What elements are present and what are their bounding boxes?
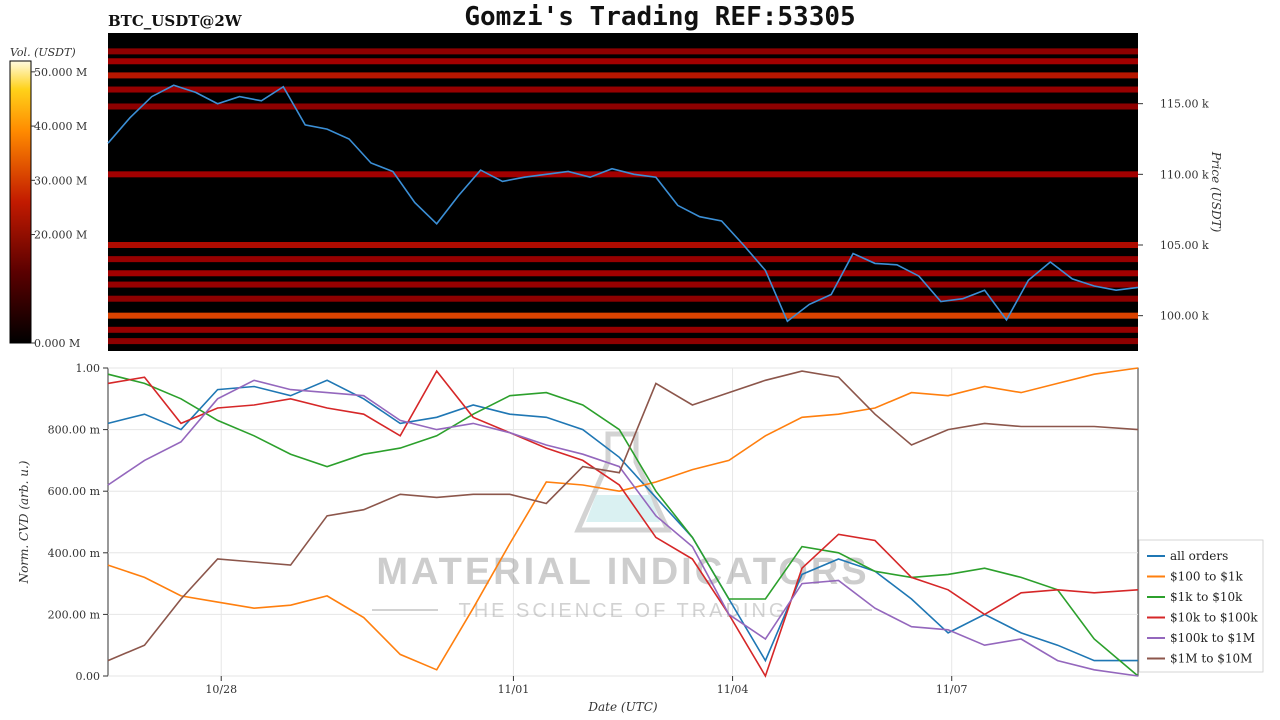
chart-title: Gomzi's Trading REF:53305 (464, 2, 855, 32)
colorbar-tick-label: 20.000 M (34, 229, 87, 242)
cvd-plot-area (107, 367, 1139, 677)
symbol-label: BTC_USDT@2W (108, 12, 243, 30)
price-tick-label: 110.00 k (1160, 168, 1209, 181)
cvd-y-axis-label: Norm. CVD (arb. u.) (17, 460, 31, 584)
cvd-y-tick-label: 400.00 m (48, 547, 101, 560)
cvd-x-tick-label: 11/01 (498, 683, 530, 696)
heatmap-panel: 100.00 k 105.00 k 110.00 k 115.00 k Price (… (107, 33, 1223, 351)
heat-band (108, 48, 1138, 55)
cvd-y-tick-label: 1.00 (76, 362, 101, 375)
heat-band (108, 171, 1138, 178)
colorbar-tick-label: 0.000 M (34, 337, 80, 350)
cvd-x-tick-label: 11/04 (717, 683, 749, 696)
cvd-y-tick-label: 800.00 m (48, 424, 101, 437)
legend-box (1138, 539, 1264, 673)
heat-band (108, 326, 1138, 333)
colorbar-tick-label: 40.000 M (34, 120, 87, 133)
cvd-y-tick-label: 200.00 m (48, 608, 101, 621)
cvd-series-line (107, 369, 1139, 678)
legend-label: $100k to $1M (1170, 631, 1255, 645)
price-tick-label: 115.00 k (1160, 98, 1209, 111)
cvd-series-line (107, 370, 1139, 662)
legend-label: $10k to $100k (1170, 611, 1258, 625)
price-tick-label: 105.00 k (1160, 239, 1209, 252)
cvd-x-tick-label: 10/28 (205, 683, 237, 696)
heat-band (108, 72, 1138, 79)
cvd-panel: MATERIAL INDICATORS THE SCIENCE OF TRADI… (17, 362, 1139, 714)
legend-label: $1k to $10k (1170, 590, 1243, 604)
cvd-x-axis-label: Date (UTC) (587, 700, 657, 714)
heat-band (108, 270, 1138, 277)
heat-band (108, 295, 1138, 302)
watermark-tagline: THE SCIENCE OF TRADING (459, 600, 788, 622)
cvd-y-tick-label: 0.00 (76, 670, 101, 683)
colorbar-tick-label: 30.000 M (34, 174, 87, 187)
cvd-series-line (107, 373, 1139, 677)
heat-band (108, 86, 1138, 93)
cvd-series-line (107, 379, 1138, 663)
legend: all orders $100 to $1k $1k to $10k $10k to … (1138, 539, 1264, 673)
legend-label: $1M to $10M (1170, 652, 1252, 666)
heat-band (108, 312, 1138, 319)
colorbar: Vol. (USDT) 0.000 M 20.000 M 30.000 M 40.00… (9, 46, 87, 350)
price-tick-label: 100.00 k (1160, 310, 1209, 323)
heat-band (108, 281, 1138, 288)
heat-band (108, 338, 1138, 345)
legend-label: $100 to $1k (1170, 570, 1243, 584)
flask-liquid (586, 495, 660, 522)
heat-band (108, 58, 1138, 65)
colorbar-gradient (9, 60, 32, 344)
colorbar-tick-label: 50.000 M (34, 66, 87, 79)
cvd-series-line (107, 367, 1139, 671)
heatmap-background (108, 33, 1138, 351)
cvd-series-line (107, 379, 1139, 677)
heat-band (108, 256, 1138, 263)
watermark: MATERIAL INDICATORS THE SCIENCE OF TRADI… (372, 431, 872, 622)
colorbar-label: Vol. (USDT) (10, 46, 76, 59)
price-line (107, 84, 1139, 323)
cvd-x-tick-label: 11/07 (936, 683, 968, 696)
cvd-y-tick-label: 600.00 m (48, 485, 101, 498)
heat-band (108, 242, 1138, 248)
legend-label: all orders (1170, 549, 1228, 563)
price-axis-label: Price (USDT) (1209, 151, 1223, 233)
heat-band (108, 103, 1138, 110)
